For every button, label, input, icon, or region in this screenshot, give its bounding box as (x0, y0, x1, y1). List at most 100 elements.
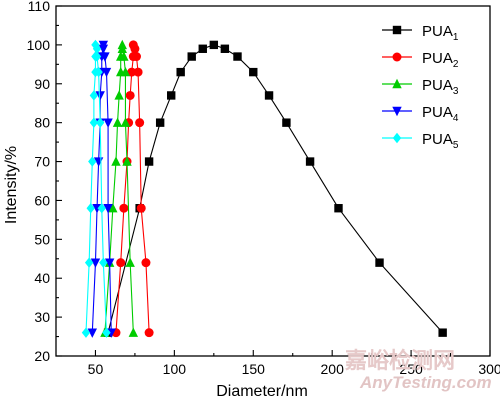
data-point (130, 44, 140, 54)
data-point (89, 117, 99, 128)
data-point (122, 156, 132, 166)
data-point (112, 117, 123, 127)
y-tick-label: 90 (34, 76, 50, 92)
data-point (100, 52, 110, 62)
data-point (438, 328, 447, 337)
y-tick-label: 20 (34, 348, 50, 364)
data-point (94, 66, 103, 78)
data-point (97, 203, 106, 214)
data-point (249, 67, 258, 77)
series-layer (81, 39, 447, 338)
legend-marker (392, 106, 402, 117)
data-point (144, 157, 154, 166)
data-point (264, 91, 274, 100)
data-point (128, 327, 139, 337)
x-tick-label: 150 (242, 361, 266, 377)
data-point (233, 52, 242, 61)
y-tick-label: 70 (34, 154, 50, 170)
data-point (187, 52, 196, 61)
data-point (141, 258, 151, 268)
data-point (88, 156, 97, 167)
y-tick-label: 50 (34, 231, 50, 247)
x-axis-title: Diameter/nm (216, 383, 308, 400)
axes: 50 100 150 200 250 300 20 30 40 50 60 70 80 90 100 110 (27, 0, 500, 377)
data-point (87, 328, 97, 338)
legend-entry-2: PUA2 (382, 50, 459, 70)
legend-label: PUA5 (422, 131, 459, 151)
data-point (282, 118, 291, 127)
legend-label: PUA2 (422, 50, 459, 70)
data-point (104, 258, 115, 268)
data-point (119, 51, 129, 61)
data-point (120, 117, 131, 127)
legend-subscript: 3 (453, 86, 459, 97)
data-point (117, 43, 127, 53)
data-point (89, 90, 99, 101)
data-point (131, 52, 141, 62)
data-point (98, 44, 109, 54)
data-point (114, 90, 124, 100)
data-point (220, 44, 230, 53)
legend-subscript: 4 (453, 113, 459, 124)
data-point (209, 40, 219, 50)
data-point (86, 203, 95, 214)
y-axis-title: Intensity/% (3, 146, 20, 224)
data-point (125, 257, 135, 267)
y-tick-label: 30 (34, 309, 50, 325)
legend-marker (392, 52, 402, 62)
x-tick-label: 100 (163, 361, 187, 377)
x-tick-label: 300 (478, 361, 500, 377)
data-point (92, 51, 102, 62)
legend-entry-1: PUA1 (382, 23, 459, 43)
data-point (125, 90, 135, 100)
data-point (167, 91, 176, 100)
legend-label: PUA1 (422, 23, 459, 43)
data-point (116, 258, 126, 268)
data-point (84, 257, 94, 268)
data-point (375, 258, 384, 267)
data-point (91, 39, 100, 51)
data-point (120, 66, 131, 77)
legend-marker (392, 132, 402, 144)
data-point (155, 118, 165, 127)
legend-label: PUA3 (422, 77, 459, 97)
legend-entry-4: PUA4 (382, 104, 459, 124)
data-point (81, 327, 91, 338)
data-point (95, 117, 105, 128)
data-point (176, 67, 185, 77)
data-point (90, 258, 101, 268)
data-point (103, 204, 113, 214)
legend: PUA1 PUA2 PUA3 PUA4 PUA5 (382, 23, 459, 151)
data-point (135, 118, 145, 128)
data-point (144, 328, 154, 338)
data-point (198, 44, 207, 53)
series-5 (81, 39, 111, 338)
watermark-en: AnyTesting.com (359, 373, 492, 392)
data-point (92, 43, 102, 54)
y-tick-label: 60 (34, 192, 50, 208)
data-point (101, 67, 112, 78)
data-point (108, 203, 118, 213)
data-point (103, 118, 113, 128)
legend-entry-3: PUA3 (382, 77, 459, 97)
data-point (119, 203, 129, 213)
legend-subscript: 5 (453, 140, 459, 151)
legend-subscript: 1 (453, 32, 459, 43)
legend-marker (392, 78, 402, 89)
data-point (99, 257, 108, 268)
x-tick-label: 200 (321, 361, 345, 377)
data-point (334, 204, 343, 213)
data-point (111, 156, 121, 166)
data-point (133, 67, 143, 77)
data-point (127, 67, 137, 77)
series-line (107, 44, 444, 334)
series-4 (87, 40, 116, 338)
data-point (102, 327, 111, 338)
y-tick-label: 80 (34, 115, 50, 131)
series-line (85, 44, 108, 333)
x-tick-label: 250 (399, 361, 423, 377)
watermark-cn: 嘉峪检测网 (345, 348, 455, 374)
legend-entry-5: PUA5 (382, 131, 459, 151)
y-tick-label: 40 (34, 270, 50, 286)
watermark: 嘉峪检测网 AnyTesting.com (345, 348, 492, 392)
